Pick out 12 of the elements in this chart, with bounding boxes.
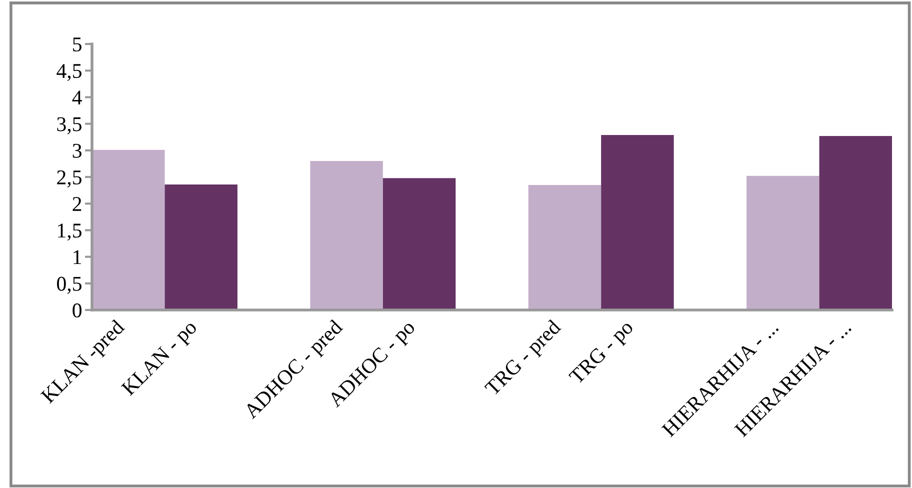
y-tick-label: 0,5 <box>57 276 82 294</box>
y-tick-label: 3 <box>72 144 82 158</box>
y-tick-label: 2 <box>72 197 82 211</box>
y-tick-label: 0 <box>72 303 82 318</box>
y-tick-label: 5 <box>73 38 82 52</box>
y-tick-label: 4,5 <box>56 64 82 82</box>
y-tick-label: 4 <box>72 90 82 104</box>
y-tick-label: 1 <box>74 250 82 264</box>
y-tick-label: 1,5 <box>58 224 82 241</box>
y-tick-label: 3,5 <box>57 117 82 134</box>
y-tick-label: 2,5 <box>57 170 82 188</box>
x-tick-label: TRG - po <box>568 319 637 388</box>
